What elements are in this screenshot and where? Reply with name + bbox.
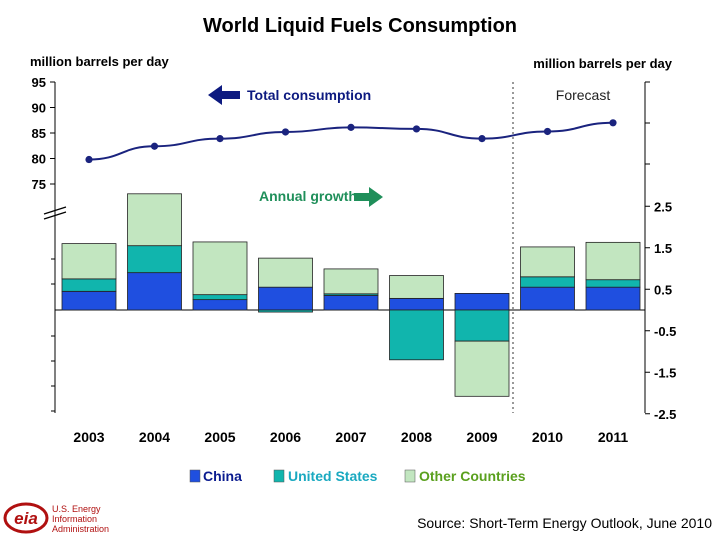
bar-united-states-2011 [585, 279, 641, 288]
bar-other-countries-2008 [389, 275, 444, 299]
eia-logo-line-2: Information [52, 514, 97, 524]
category-label-2010: 2010 [532, 429, 563, 445]
arrow-right-icon [354, 187, 383, 207]
bar-series-group [61, 193, 641, 397]
left-tick-label-85: 85 [32, 126, 46, 141]
chart-title: World Liquid Fuels Consumption [203, 15, 517, 37]
left-tick-label-75: 75 [32, 177, 46, 192]
bar-united-states-2006 [258, 309, 313, 313]
total-point-2009 [478, 135, 486, 143]
category-label-2005: 2005 [204, 429, 235, 445]
right-tick-label--0.5: -0.5 [654, 324, 676, 339]
category-label-2009: 2009 [466, 429, 497, 445]
bar-china-2009 [454, 292, 510, 311]
bar-other-countries-2009 [454, 340, 510, 397]
left-tick-label-95: 95 [32, 75, 46, 90]
total-point-2011 [609, 119, 617, 127]
right-tick-label--1.5: -1.5 [654, 365, 676, 380]
right-axis-ticks: -2.5 -1.5 -0.5 0.5 1.5 2.5 [645, 81, 676, 422]
legend-swatch-other-countries [404, 469, 416, 483]
category-label-2007: 2007 [335, 429, 366, 445]
right-tick-label--2.5: -2.5 [654, 407, 676, 422]
bar-united-states-2008 [389, 309, 444, 361]
bar-united-states-2010 [520, 276, 575, 288]
annual-growth-annotation: Annual growth [259, 187, 383, 207]
bar-china-2011 [585, 286, 641, 311]
legend-label-other-countries: Other Countries [419, 468, 526, 484]
bar-china-2010 [520, 286, 575, 311]
bar-other-countries-2004 [127, 193, 182, 247]
left-tick-label-80: 80 [32, 152, 46, 167]
legend-swatch-united-states [273, 469, 285, 483]
bar-other-countries-2005 [192, 241, 248, 296]
eia-logo-line-1: U.S. Energy [52, 504, 101, 514]
bar-china-2007 [323, 295, 379, 311]
category-label-2011: 2011 [598, 429, 629, 445]
bar-china-2006 [258, 286, 313, 311]
annual-growth-label: Annual growth [259, 188, 357, 204]
bar-china-2003 [61, 290, 117, 311]
total-point-2008 [412, 125, 421, 133]
total-point-2007 [347, 123, 355, 131]
right-tick-label-2.5: 2.5 [654, 199, 672, 214]
total-consumption-label: Total consumption [247, 87, 371, 103]
bar-united-states-2005 [192, 294, 248, 301]
bar-other-countries-2011 [585, 241, 641, 281]
legend-label-china: China [203, 468, 242, 484]
eia-logo-line-3: Administration [52, 524, 109, 534]
bar-china-2005 [192, 299, 248, 311]
left-tick-label-90: 90 [32, 101, 46, 116]
bar-other-countries-2003 [61, 243, 117, 280]
category-label-2008: 2008 [401, 429, 432, 445]
left-axis-unit: million barrels per day [30, 54, 169, 69]
total-point-2010 [543, 127, 552, 136]
legend-swatch-china [189, 469, 201, 483]
bar-united-states-2009 [454, 309, 510, 342]
forecast-label: Forecast [556, 87, 611, 103]
axis-break-mark [43, 206, 67, 220]
bar-united-states-2004 [127, 245, 182, 274]
bar-united-states-2003 [61, 278, 117, 292]
source-note: Source: Short-Term Energy Outlook, June … [417, 515, 712, 531]
total-point-2004 [150, 142, 159, 150]
total-consumption-annotation: Total consumption [208, 85, 371, 105]
category-labels: 2003 2004 2005 2006 2007 2008 2009 2010 2011 [73, 429, 628, 445]
right-axis-unit: million barrels per day [533, 56, 672, 71]
legend: China United States Other Countries [189, 468, 526, 484]
arrow-left-icon [208, 85, 240, 105]
eia-logo: eia U.S. Energy Information Administrati… [3, 502, 109, 534]
bar-other-countries-2006 [258, 257, 313, 288]
eia-logo-ring [3, 502, 49, 534]
bar-other-countries-2010 [520, 246, 575, 278]
total-point-2005 [216, 135, 224, 143]
total-point-2006 [281, 128, 290, 136]
category-label-2003: 2003 [73, 429, 104, 445]
category-label-2004: 2004 [139, 429, 170, 445]
right-tick-label-0.5: 0.5 [654, 282, 672, 297]
total-point-2003 [85, 155, 93, 164]
right-tick-label-1.5: 1.5 [654, 241, 672, 256]
bar-china-2004 [127, 272, 182, 311]
category-label-2006: 2006 [270, 429, 301, 445]
eia-logo-mark: eia [14, 509, 38, 528]
line-series-group [85, 119, 617, 164]
legend-label-united-states: United States [288, 468, 378, 484]
bar-china-2008 [389, 297, 444, 311]
left-axis-ticks: 75 80 85 90 95 [32, 75, 55, 412]
bar-other-countries-2007 [323, 268, 379, 295]
